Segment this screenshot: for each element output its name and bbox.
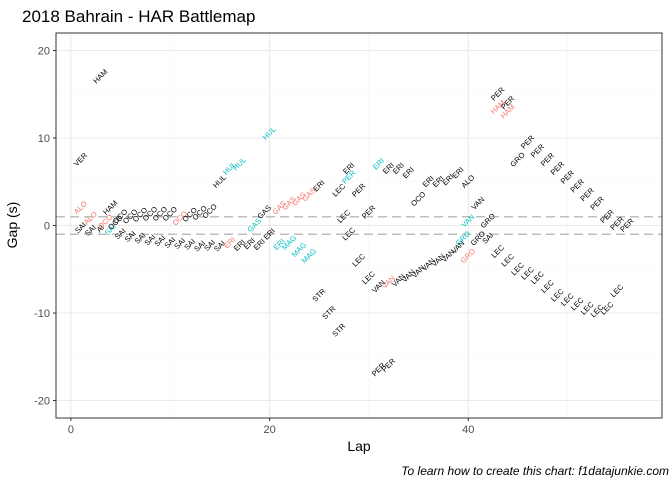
- y-tick-label: 0: [44, 221, 50, 233]
- y-axis-title: Gap (s): [4, 202, 20, 249]
- y-tick-label: 10: [38, 133, 50, 145]
- x-tick-label: 20: [263, 424, 275, 436]
- y-tick-label: -20: [34, 396, 50, 408]
- driver-label: AI: [95, 223, 106, 234]
- x-tick-label: 40: [462, 424, 474, 436]
- x-tick-label: 0: [68, 424, 74, 436]
- x-axis-title: Lap: [347, 438, 371, 454]
- reference-lines: [56, 216, 662, 235]
- y-axis-ticks: -20 -10 0 10 20: [34, 46, 56, 408]
- chart-caption: To learn how to create this chart: f1dat…: [401, 464, 669, 478]
- grid-lines: [56, 33, 662, 418]
- x-axis-ticks: 0 20 40: [68, 418, 474, 436]
- y-tick-label: -10: [34, 308, 50, 320]
- chart-title: 2018 Bahrain - HAR Battlemap: [22, 7, 255, 26]
- y-tick-label: 20: [38, 46, 50, 58]
